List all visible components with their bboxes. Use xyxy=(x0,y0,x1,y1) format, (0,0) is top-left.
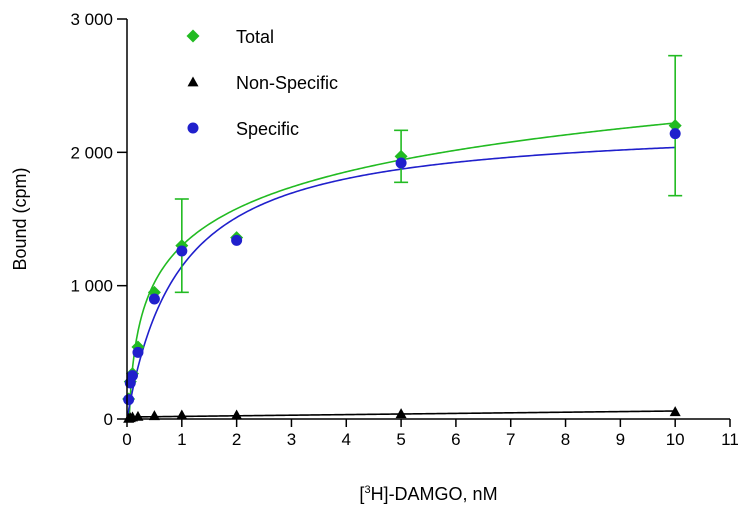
point-specific xyxy=(132,346,144,358)
x-tick-label: 9 xyxy=(616,430,625,449)
point-non-specific xyxy=(395,408,407,419)
x-tick-label: 5 xyxy=(396,430,405,449)
x-tick-label: 10 xyxy=(666,430,685,449)
point-specific xyxy=(126,370,138,382)
legend-marker-non-specific xyxy=(187,76,199,87)
legend-marker-specific xyxy=(187,122,199,134)
legend-label-non-specific: Non-Specific xyxy=(236,73,338,93)
fit-curve-specific xyxy=(126,146,676,420)
legend: Total Non-Specific Specific xyxy=(186,27,338,139)
point-non-specific xyxy=(176,409,188,420)
legend-label-specific: Specific xyxy=(236,119,299,139)
x-tick-label: 7 xyxy=(506,430,515,449)
x-tick-label: 4 xyxy=(342,430,351,449)
point-non-specific xyxy=(669,406,681,417)
point-specific xyxy=(669,128,681,140)
y-axis-ticks: 0 1 000 2 000 3 000 xyxy=(70,10,127,429)
x-tick-label: 2 xyxy=(232,430,241,449)
y-tick-label: 3 000 xyxy=(70,10,113,29)
x-axis-ticks: 0 1 2 3 4 5 6 7 8 9 10 11 xyxy=(122,419,738,449)
y-tick-label: 2 000 xyxy=(70,143,113,162)
point-specific xyxy=(123,394,135,406)
point-specific xyxy=(176,245,188,257)
y-tick-label: 0 xyxy=(104,410,113,429)
x-tick-label: 1 xyxy=(177,430,186,449)
point-non-specific xyxy=(231,409,243,420)
x-tick-label: 11 xyxy=(721,430,738,449)
x-tick-label: 8 xyxy=(561,430,570,449)
legend-label-total: Total xyxy=(236,27,274,47)
data-points xyxy=(122,119,682,423)
point-specific xyxy=(395,157,407,169)
point-specific xyxy=(231,234,243,246)
x-tick-label: 6 xyxy=(451,430,460,449)
y-axis-title: Bound (cpm) xyxy=(10,167,30,270)
x-tick-label: 3 xyxy=(287,430,296,449)
point-non-specific xyxy=(148,410,160,421)
y-tick-label: 1 000 xyxy=(70,277,113,296)
legend-marker-total xyxy=(186,29,200,43)
x-tick-label: 0 xyxy=(122,430,131,449)
point-total xyxy=(668,119,682,133)
point-specific xyxy=(148,293,160,305)
x-axis-title: [3H]-DAMGO, nM xyxy=(359,484,497,504)
axes: 0 1 2 3 4 5 6 7 8 9 10 11 0 1 000 2 000 3 000 xyxy=(70,10,738,449)
